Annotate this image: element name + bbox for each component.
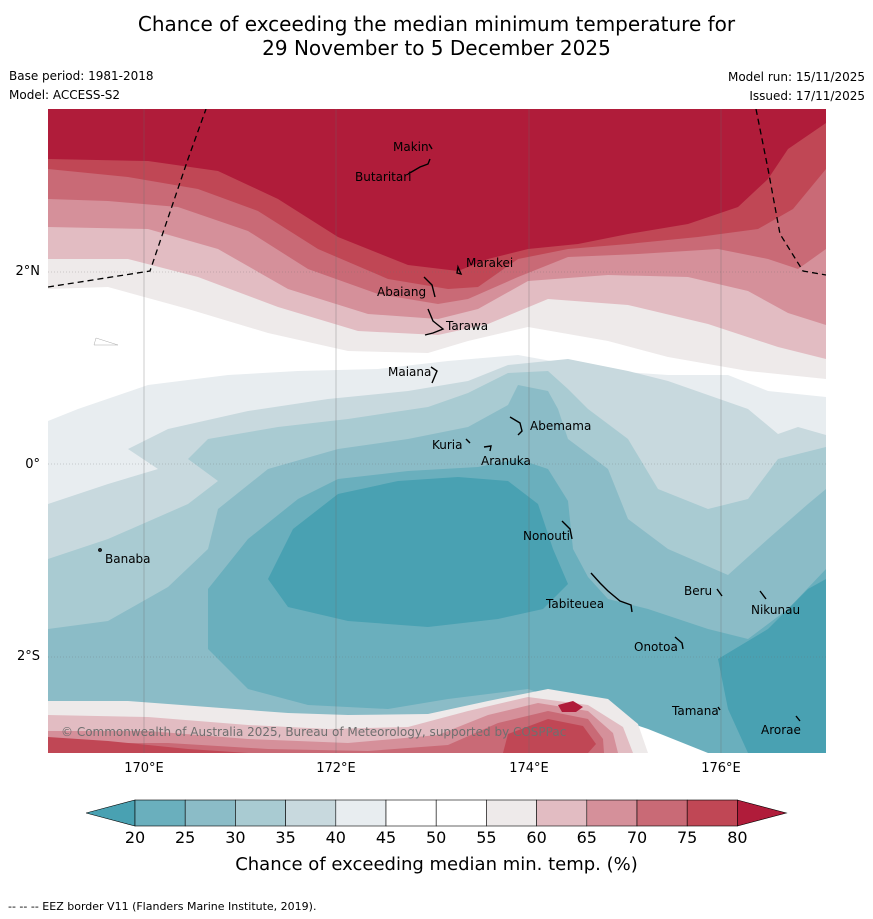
contour-fills [48, 109, 826, 753]
base-period: Base period: 1981-2018 [9, 69, 154, 83]
label-abaiang: Abaiang [377, 285, 426, 299]
island-kuria [465, 438, 471, 444]
island-arorae [795, 715, 801, 722]
eez-legend-footer: -- -- -- EEZ border V11 (Flanders Marine… [8, 900, 317, 913]
eez-border-west [48, 109, 207, 288]
colorbar-cell [536, 799, 588, 827]
colorbar-tick-label: 30 [225, 828, 246, 847]
island-tarawa [424, 308, 445, 336]
model-run-date: Model run: 15/11/2025 [727, 70, 865, 84]
label-beru: Beru [684, 584, 712, 598]
colorbar-tick-label: 65 [576, 828, 597, 847]
colorbar-tick-label: 20 [124, 828, 146, 847]
colorbar-cell [335, 799, 387, 827]
x-tick-174e: 174°E [509, 761, 549, 776]
y-tick-2s: 2°S [16, 649, 40, 664]
island-abaiang [423, 276, 436, 298]
label-onotoa: Onotoa [634, 640, 678, 654]
eez-borders [48, 109, 826, 288]
colorbar-tick-label: 40 [325, 828, 346, 847]
island-labels: Makin Butaritari Marakei Abaiang Tarawa … [105, 140, 801, 737]
label-marakei: Marakei [466, 256, 513, 270]
y-tick-0: 0° [25, 457, 40, 472]
island-abemama [509, 416, 523, 436]
island-tamana [717, 706, 721, 711]
label-banaba: Banaba [105, 552, 151, 566]
colorbar-cell [686, 799, 738, 827]
y-tick-2n: 2°N [15, 264, 41, 279]
x-tick-170e: 170°E [124, 761, 164, 776]
title-line-2: 29 November to 5 December 2025 [262, 36, 611, 60]
band-75-80-south [503, 719, 596, 753]
island-beru [716, 588, 723, 597]
band-above-80-north [48, 109, 826, 271]
colorbar [86, 799, 788, 827]
label-makin: Makin [393, 140, 429, 154]
eez-border-east [755, 109, 826, 276]
colorbar-cell [184, 799, 236, 827]
island-maiana [430, 366, 438, 384]
island-aranuka [483, 445, 492, 452]
label-arorae: Arorae [761, 723, 801, 737]
band-above-80-south [558, 701, 583, 712]
colorbar-cell [285, 799, 337, 827]
island-makin [428, 143, 433, 150]
island-banaba [98, 548, 102, 552]
chart-title: Chance of exceeding the median minimum t… [0, 12, 873, 60]
island-nikunau [759, 590, 767, 600]
colorbar-extend-high [737, 799, 788, 827]
island-tabiteuea [590, 572, 633, 613]
contour-patch [93, 337, 119, 346]
band-below-20 [268, 477, 568, 627]
x-tick-176e: 176°E [701, 761, 741, 776]
colorbar-cell [235, 799, 286, 827]
label-aranuka: Aranuka [481, 454, 531, 468]
island-outlines [98, 143, 801, 722]
colorbar-tick-label: 35 [275, 828, 296, 847]
title-line-1: Chance of exceeding the median minimum t… [137, 12, 736, 36]
band-70-75-south [48, 711, 604, 753]
island-onotoa [674, 636, 684, 650]
colorbar-cell [636, 799, 688, 827]
label-tabiteuea: Tabiteuea [545, 597, 604, 611]
label-kuria: Kuria [432, 438, 463, 452]
label-nonouti: Nonouti [523, 529, 570, 543]
island-butaritari [407, 158, 431, 175]
colorbar-tick-label: 60 [526, 828, 547, 847]
band-below-20-southeast [718, 579, 826, 753]
label-butaritari: Butaritari [355, 170, 412, 184]
colorbar-tick-label: 55 [476, 828, 497, 847]
colorbar-tick-label: 75 [677, 828, 698, 847]
label-maiana: Maiana [388, 365, 431, 379]
colorbar-cell [134, 799, 186, 827]
colorbar-cell [586, 799, 638, 827]
colorbar-cell [435, 799, 487, 827]
issued-date: Issued: 17/11/2025 [749, 89, 865, 103]
colorbar-extend-low [86, 799, 136, 827]
colorbar-tick-label: 50 [426, 828, 447, 847]
colorbar-tick-label: 45 [375, 828, 397, 847]
island-nonouti [561, 520, 573, 540]
label-tamana: Tamana [671, 704, 719, 718]
copyright-notice: © Commonwealth of Australia 2025, Bureau… [61, 725, 566, 739]
island-marakei [456, 264, 463, 276]
probability-map: Makin Butaritari Marakei Abaiang Tarawa … [48, 109, 826, 753]
model-name: Model: ACCESS-S2 [9, 88, 121, 102]
colorbar-cell [486, 799, 537, 827]
colorbar-cell [385, 799, 437, 827]
colorbar-tick-label: 80 [727, 828, 748, 847]
x-tick-172e: 172°E [316, 761, 356, 776]
colorbar-tick-label: 70 [626, 828, 648, 847]
gridlines [48, 109, 826, 753]
colorbar-tick-label: 25 [175, 828, 196, 847]
band-75-80-southwest [48, 737, 248, 753]
colorbar-cells [86, 799, 788, 827]
label-abemama: Abemama [530, 419, 591, 433]
label-nikunau: Nikunau [751, 603, 800, 617]
colorbar-title: Chance of exceeding median min. temp. (%… [235, 854, 638, 875]
label-tarawa: Tarawa [445, 319, 488, 333]
